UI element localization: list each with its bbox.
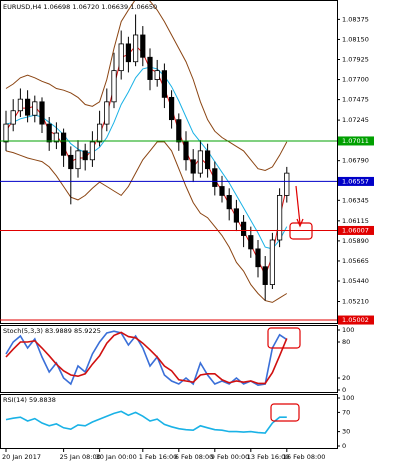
candle-body xyxy=(284,172,290,196)
candle-body xyxy=(32,101,38,116)
x-tick-label: 1 Feb 16:00 xyxy=(139,453,178,461)
candle-body xyxy=(140,34,146,58)
y-tick-label: 1.05440 xyxy=(342,277,369,285)
candle-body xyxy=(89,141,95,161)
candle-body xyxy=(233,208,239,223)
candle-body xyxy=(147,56,153,80)
level-label: 1.06557 xyxy=(342,177,369,185)
candle-body xyxy=(219,186,225,196)
x-tick-label: 20 Jan 2017 xyxy=(2,453,41,461)
y-tick-label: 100 xyxy=(342,326,354,334)
y-tick-label: 1.05210 xyxy=(342,297,369,305)
y-tick-label: 1.06790 xyxy=(342,157,369,165)
level-label: 1.07011 xyxy=(342,137,369,145)
candle-body xyxy=(97,123,103,143)
y-tick-label: 1.08150 xyxy=(342,35,369,43)
highlight-box xyxy=(270,403,300,422)
candle-body xyxy=(53,132,60,143)
indicator-line xyxy=(5,331,288,385)
level-label: 1.05002 xyxy=(342,316,369,324)
candle-body xyxy=(75,150,81,170)
level-label-bg xyxy=(338,315,374,325)
candle-body xyxy=(183,141,189,161)
candle-body xyxy=(132,34,139,63)
arrow-head xyxy=(296,218,304,228)
indicator-line xyxy=(5,141,288,303)
candle-body xyxy=(197,150,203,174)
indicator-line xyxy=(5,66,288,250)
candle-body xyxy=(39,101,45,125)
candle-body xyxy=(46,123,52,143)
candle-body xyxy=(176,119,182,143)
candle-body xyxy=(82,150,88,161)
indicator-line xyxy=(5,44,288,277)
y-tick-label: 1.07245 xyxy=(342,116,369,124)
y-tick-label: 1.05665 xyxy=(342,257,369,265)
candle-body xyxy=(154,70,160,80)
highlight-box xyxy=(289,222,313,240)
y-tick-label: 30 xyxy=(342,428,350,436)
candle-body xyxy=(240,221,247,236)
candle-body xyxy=(3,123,9,143)
level-label-bg xyxy=(338,176,374,186)
rsi-pane-frame xyxy=(0,394,338,449)
candle-body xyxy=(125,43,131,63)
y-tick-label: 1.06115 xyxy=(342,217,369,225)
candle-body xyxy=(212,168,218,187)
candle-body xyxy=(190,159,196,174)
candle-body xyxy=(24,98,31,116)
candle-body xyxy=(17,98,24,112)
level-label: 1.06007 xyxy=(342,226,369,234)
candle-body xyxy=(68,154,74,170)
candle-body xyxy=(161,70,167,98)
candle-body xyxy=(262,266,268,285)
x-tick-label: 30 Jan 00:00 xyxy=(96,453,137,461)
candle-body xyxy=(10,110,16,125)
candle-body xyxy=(255,248,261,268)
level-label-bg xyxy=(338,225,374,235)
candle-body xyxy=(226,195,232,210)
x-tick-label: 16 Feb 08:00 xyxy=(283,453,326,461)
candle-body xyxy=(276,195,283,241)
plots xyxy=(3,0,290,434)
main-pane-frame xyxy=(0,0,338,324)
indicator-line xyxy=(5,410,287,434)
x-tick-label: 9 Feb 00:00 xyxy=(211,453,250,461)
candle-body xyxy=(168,96,175,121)
y-tick-label: 1.08375 xyxy=(342,15,369,23)
x-tick-label: 6 Feb 08:00 xyxy=(175,453,214,461)
indicator-line xyxy=(5,0,288,172)
candle-body xyxy=(269,239,276,285)
main-title: EURUSD,H4 1.06698 1.06720 1.06639 1.0665… xyxy=(3,3,157,11)
stoch-pane-frame xyxy=(0,325,338,393)
x-tick-label: 13 Feb 16:00 xyxy=(247,453,290,461)
annotations xyxy=(267,185,313,422)
candle-body xyxy=(204,150,211,170)
y-tick-label: 1.07925 xyxy=(342,55,369,63)
level-label-bg xyxy=(338,136,374,146)
y-tick-label: 100 xyxy=(342,394,354,402)
y-tick-label: 1.06345 xyxy=(342,196,369,204)
candle-body xyxy=(248,235,254,250)
candle-body xyxy=(61,132,67,156)
stoch-title: Stoch(5,3,3) 83.9889 85.9225 xyxy=(3,327,101,335)
highlight-box xyxy=(267,327,301,349)
y-tick-label: 1.05890 xyxy=(342,237,369,245)
y-tick-label: 0 xyxy=(342,442,346,450)
y-tick-label: 20 xyxy=(342,374,350,382)
y-tick-label: 70 xyxy=(342,408,350,416)
y-tick-label: 1.07700 xyxy=(342,76,369,84)
arrow xyxy=(295,185,301,225)
y-tick-label: 0 xyxy=(342,386,346,394)
rsi-title: RSI(14) 59.8838 xyxy=(3,396,56,404)
y-tick-label: 80 xyxy=(342,338,350,346)
candle-body xyxy=(111,70,117,103)
x-tick-label: 25 Jan 08:00 xyxy=(60,453,101,461)
y-tick-label: 1.07475 xyxy=(342,96,369,104)
candle-body xyxy=(104,101,110,125)
candle-body xyxy=(118,43,124,72)
